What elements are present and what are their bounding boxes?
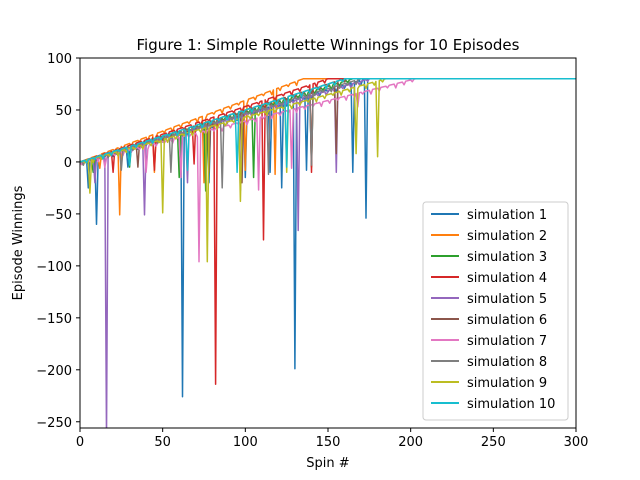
series-line-2 [80,78,576,216]
legend-label-3: simulation 3 [467,250,547,265]
x-tick-label: 200 [398,435,423,450]
y-tick-label: −150 [36,312,72,327]
legend: simulation 1 simulation 2 simulation 3 simu… [422,201,569,421]
legend-box [422,201,569,421]
legend-label-5: simulation 5 [467,292,547,307]
legend-label-10: simulation 10 [467,397,555,412]
y-tick-label: −100 [36,260,72,275]
y-tick-label: −200 [36,364,72,379]
legend-label-8: simulation 8 [467,355,547,370]
y-tick-label: −50 [45,208,72,223]
axis-ticks: 0 50 100 150 200 250 300 100 50 0 −50 −100 −150 −200 −… [36,52,588,450]
x-tick-label: 0 [76,435,84,450]
series-line-3 [80,78,576,192]
series-line-10 [80,78,576,174]
x-axis-label: Spin # [306,456,349,471]
legend-label-4: simulation 4 [467,271,547,286]
x-tick-label: 50 [154,435,171,450]
legend-label-7: simulation 7 [467,334,547,349]
legend-label-1: simulation 1 [467,208,547,223]
y-tick-label: 0 [64,156,72,171]
x-tick-label: 100 [233,435,258,450]
series-lines [80,78,576,428]
x-tick-label: 150 [316,435,341,450]
chart-title: Figure 1: Simple Roulette Winnings for 1… [137,36,520,54]
y-axis-label: Episode Winnings [11,185,26,300]
legend-label-9: simulation 9 [467,376,547,391]
y-tick-label: 50 [55,104,72,119]
y-tick-label: −250 [36,416,72,431]
legend-label-2: simulation 2 [467,229,547,244]
legend-label-6: simulation 6 [467,313,547,328]
x-tick-label: 300 [564,435,589,450]
x-tick-label: 250 [481,435,506,450]
y-tick-label: 100 [47,52,72,67]
